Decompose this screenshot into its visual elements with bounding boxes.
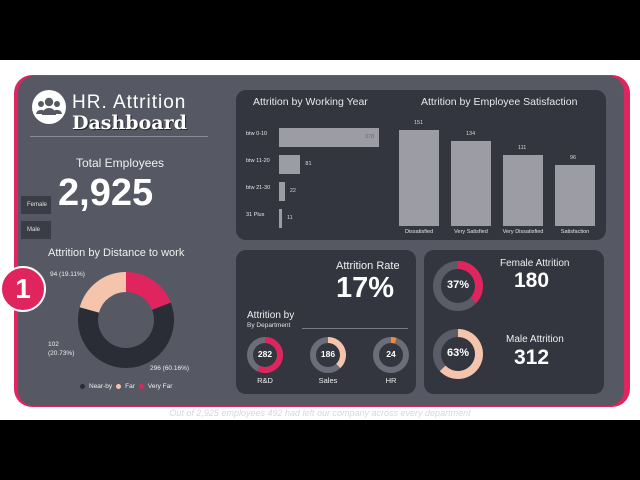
female-arc (457, 261, 483, 304)
distance-label-far: 102 (20.73%) (48, 341, 75, 357)
distance-label-near: 296 (60.16%) (150, 365, 190, 372)
satisfaction-category: Satisfaction (560, 229, 590, 235)
total-employees-value: 2,925 (58, 172, 154, 214)
legend-near: Near-by (89, 383, 113, 390)
working-year-category: btw 0-10 (246, 131, 268, 137)
department-name: R&D (257, 376, 273, 385)
department-donut-rd (247, 337, 283, 373)
working-year-bar (279, 182, 285, 201)
satisfaction-value: 111 (518, 145, 527, 152)
working-year-value: 22 (289, 188, 296, 194)
male-attrition-donut (433, 329, 483, 379)
department-subtitle: By Department (247, 322, 291, 329)
slicer-female[interactable]: Female (20, 195, 52, 215)
satisfaction-category: Dissatisfied (404, 229, 434, 235)
legend-very-far-dot (138, 384, 144, 389)
male-attrition-label: Male Attrition (506, 334, 564, 345)
distance-title: Attrition by Distance to work (48, 247, 185, 259)
department-title: Attrition by (247, 310, 295, 321)
female-attrition-value: 180 (514, 269, 550, 292)
department-donut-hr (373, 337, 409, 373)
gender-attrition-panel: 37% Female Attrition 180 63% Male Attrit… (424, 250, 604, 394)
department-2-arc (390, 337, 397, 344)
department-value: 24 (386, 349, 396, 359)
satisfaction-value: 151 (414, 120, 424, 126)
header-subtitle: Dashboard (72, 112, 187, 134)
attrition-rate-value: 17% (336, 272, 395, 304)
working-year-bar (279, 128, 379, 147)
distance-slice-near-by (78, 302, 174, 368)
legend-far-dot (116, 384, 122, 389)
top-charts-panel: Attrition by Working Year btw 0-10 378 btw… (236, 90, 606, 240)
satisfaction-title: Attrition by Employee Satisfaction (421, 96, 578, 108)
satisfaction-value: 96 (570, 154, 577, 161)
female-attrition-percent: 37% (446, 279, 470, 291)
group-people-icon (32, 90, 66, 124)
step-badge: 1 (0, 266, 46, 312)
satisfaction-category: Very Satisfied (454, 229, 488, 235)
department-donut-sales (310, 337, 346, 373)
working-year-value: 81 (305, 161, 312, 167)
department-value: 186 (320, 349, 336, 359)
working-year-bar (279, 209, 282, 228)
slicer-male[interactable]: Male (20, 220, 52, 240)
dashboard-card: HR. Attrition Dashboard Total Employees … (0, 76, 624, 406)
distance-donut (78, 272, 174, 368)
legend-near-dot (80, 384, 85, 389)
working-year-category: btw 21-30 (246, 185, 271, 191)
attrition-rate-panel: Attrition Rate 17% Attrition by By Depar… (236, 250, 416, 394)
dashboard-area: HR. Attrition Dashboard Total Employees … (0, 60, 640, 420)
legend-very-far: Very Far (147, 383, 173, 390)
header-divider (30, 136, 208, 137)
working-year-value: 378 (365, 134, 375, 140)
distance-slice-far (79, 272, 127, 314)
distance-label-very-far: 94 (19.11%) (50, 271, 85, 278)
working-year-category: 31 Plus (246, 212, 265, 218)
legend-far: Far (125, 383, 135, 390)
satisfaction-bar (451, 140, 491, 226)
department-1-arc (327, 337, 346, 369)
female-attrition-donut (433, 261, 483, 311)
satisfaction-value: 134 (466, 130, 476, 137)
working-year-value: 11 (287, 215, 293, 221)
female-attrition-label: Female Attrition (500, 258, 570, 269)
satisfaction-category: Very Dissatisfied (502, 229, 544, 235)
total-employees-label: Total Employees (76, 156, 165, 170)
department-0-arc (257, 337, 283, 373)
header-title: HR. Attrition (72, 92, 187, 113)
attrition-rate-label: Attrition Rate (336, 260, 400, 272)
satisfaction-chart: 151 Dissatisfied 134 Very Satisfied 111 Very … (396, 90, 606, 240)
male-arc (439, 329, 483, 379)
satisfaction-bar (399, 130, 439, 226)
distance-slice-very-far (125, 272, 171, 311)
working-year-chart: btw 0-10 378 btw 11-20 81 btw 21-30 22 31 Plus… (236, 90, 386, 240)
department-name: HR (385, 376, 397, 385)
working-year-category: btw 11-20 (246, 158, 270, 164)
department-name: Sales (318, 376, 338, 385)
satisfaction-bar (555, 164, 595, 226)
department-divider (302, 328, 408, 329)
working-year-title: Attrition by Working Year (253, 96, 368, 108)
distance-legend: Near-by Far Very Far (80, 383, 172, 390)
working-year-bar (279, 155, 301, 174)
male-attrition-percent: 63% (446, 347, 470, 359)
footer-caption: Out of 2,925 employees 492 had left our … (169, 408, 471, 418)
male-attrition-value: 312 (514, 346, 550, 369)
satisfaction-bar (503, 155, 543, 226)
department-value: 282 (257, 349, 273, 359)
department-donuts: 282 R&D 186 Sales 24 HR (236, 336, 416, 394)
